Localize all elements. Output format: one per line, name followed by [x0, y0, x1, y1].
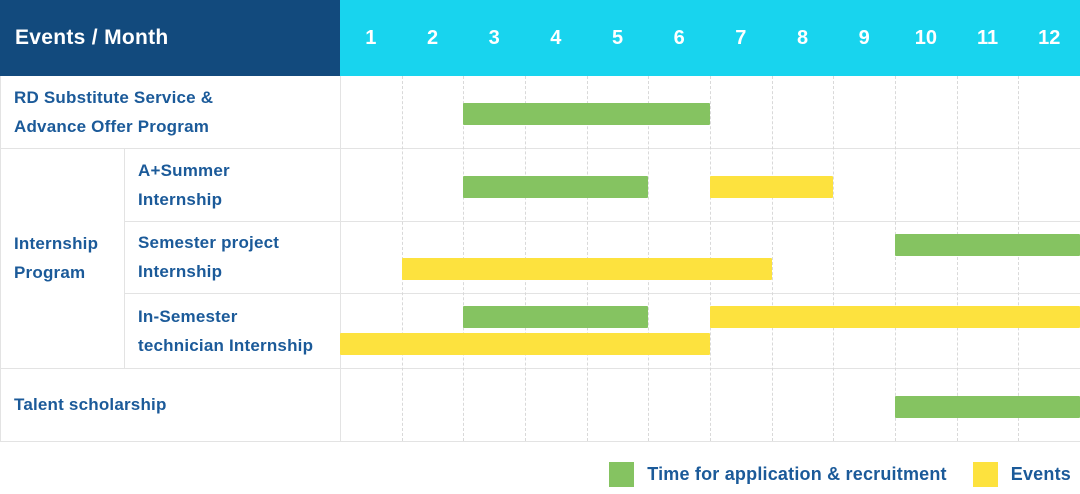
month-label-2: 2 [426, 26, 439, 49]
row-label-semester-project-line: Semester project [138, 233, 280, 252]
application-bar-rd-substitute [463, 103, 710, 125]
application-bar-semester-project [895, 234, 1080, 256]
row-separator-line [0, 148, 1080, 149]
row-label-a-summer: A+Summer Internship [138, 148, 230, 221]
month-gridline [833, 76, 835, 441]
application-bar-a-summer [463, 175, 649, 198]
column-separator-line [0, 76, 1, 441]
row-separator-line [0, 368, 1080, 369]
row-label-rd-substitute: RD Substitute Service & Advance Offer Pro… [14, 76, 213, 148]
month-label-1: 1 [365, 26, 377, 49]
application-bar-in-semester [463, 306, 649, 328]
legend-item-application: Time for application & recruitment [609, 461, 947, 487]
month-header-row: 1 2 3 4 5 6 7 8 9 10 11 12 [340, 0, 1080, 76]
legend: Time for application & recruitment Events [609, 457, 1071, 491]
legend-swatch-application [609, 461, 635, 487]
column-separator-line [340, 76, 341, 441]
month-label-7: 7 [735, 26, 747, 49]
month-gridline [771, 76, 773, 441]
row-separator-line [124, 293, 1080, 294]
column-separator-line [124, 148, 125, 368]
month-label-10: 10 [914, 26, 937, 49]
legend-label-application: Time for application & recruitment [647, 463, 947, 484]
row-label-semester-project: Semester project Internship [138, 221, 279, 293]
month-gridline [895, 76, 896, 441]
events-bar-in-semester [710, 306, 1080, 328]
month-label-12: 12 [1038, 26, 1061, 49]
month-gridline [956, 76, 958, 441]
month-label-5: 5 [611, 26, 624, 49]
application-bar-talent-scholarship [895, 395, 1080, 418]
row-separator-line [0, 441, 1080, 442]
row-label-in-semester: In-Semester technician Internship [138, 293, 313, 368]
group-label-internship-program-line: Internship [14, 234, 99, 253]
row-label-in-semester-line: technician Internship [138, 335, 314, 355]
events-bar-semester-project [401, 258, 772, 280]
month-gridline [1018, 76, 1020, 441]
legend-swatch-events [972, 461, 998, 487]
row-label-rd-substitute-line: RD Substitute Service & [14, 88, 214, 107]
month-label-3: 3 [488, 26, 500, 49]
row-label-talent-scholarship: Talent scholarship [14, 368, 167, 441]
group-label-internship-program: Internship Program [14, 148, 98, 368]
month-label-9: 9 [858, 26, 870, 49]
row-label-a-summer-line: A+Summer [138, 160, 230, 180]
events-bar-a-summer [710, 175, 834, 198]
row-label-semester-project-line: Internship [138, 262, 223, 281]
month-label-4: 4 [550, 26, 562, 49]
legend-label-events: Events [1010, 463, 1071, 484]
legend-item-events: Events [972, 461, 1071, 487]
events-bar-in-semester [340, 333, 710, 355]
month-label-6: 6 [673, 26, 685, 49]
month-label-11: 11 [976, 26, 999, 49]
month-label-8: 8 [796, 26, 809, 49]
row-separator-line [124, 221, 1080, 222]
table-header-title: Events / Month [0, 0, 340, 76]
row-label-rd-substitute-line: Advance Offer Program [14, 117, 210, 136]
row-label-talent-scholarship-line: Talent scholarship [14, 395, 167, 414]
row-label-a-summer-line: Internship [138, 189, 223, 209]
group-label-internship-program-line: Program [14, 263, 86, 282]
row-label-in-semester-line: In-Semester [138, 306, 238, 326]
